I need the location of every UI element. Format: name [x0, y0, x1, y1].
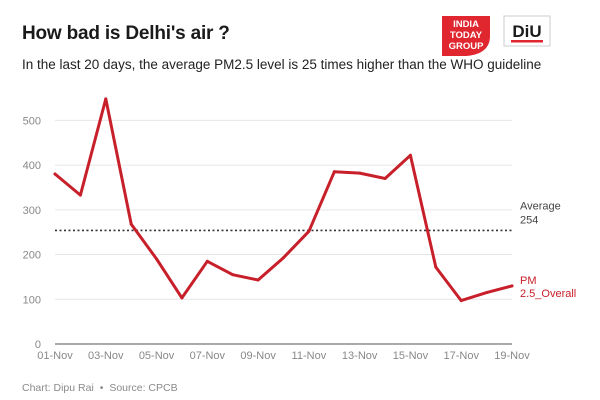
data-point-pm25 — [485, 291, 489, 295]
grid-layer — [55, 119, 512, 345]
logo-diu-text: DiU — [512, 22, 541, 41]
diu-logo: DiU — [503, 15, 551, 47]
x-tick-label: 17-Nov — [443, 350, 479, 362]
logo-itg-line3: GROUP — [449, 41, 485, 52]
x-tick-label: 01-Nov — [37, 350, 73, 362]
data-point-pm25 — [129, 222, 133, 226]
logo-diu-underline — [511, 40, 543, 43]
chart-footer: Chart: Dipu Rai • Source: CPCB — [22, 382, 178, 394]
y-tick-label: 400 — [23, 160, 41, 172]
data-point-pm25 — [408, 153, 412, 157]
chart-source: Source: CPCB — [109, 382, 178, 394]
data-point-pm25 — [155, 257, 159, 261]
data-point-pm25 — [256, 278, 260, 282]
data-point-pm25 — [307, 229, 311, 233]
average-value-label: 254 — [520, 214, 538, 226]
data-point-pm25 — [78, 193, 82, 197]
data-point-pm25 — [459, 299, 463, 303]
data-point-pm25 — [282, 256, 285, 260]
data-point-pm25 — [358, 171, 362, 175]
x-tick-label: 19-Nov — [494, 350, 530, 362]
x-tick-label: 11-Nov — [292, 350, 327, 362]
data-point-pm25 — [104, 97, 108, 101]
y-tick-label: 500 — [23, 115, 41, 127]
x-tick-label: 09-Nov — [240, 350, 276, 362]
data-point-pm25 — [332, 170, 336, 174]
chart-title: How bad is Delhi's air ? — [22, 23, 230, 44]
data-point-pm25 — [53, 172, 57, 176]
x-tick-label: 03-Nov — [88, 350, 124, 362]
series-label: 2.5_Overall — [520, 288, 576, 300]
logo-itg-shape — [442, 16, 490, 56]
y-tick-label: 0 — [35, 339, 41, 351]
data-point-pm25 — [205, 259, 209, 263]
data-point-pm25 — [180, 296, 184, 300]
series-layer — [53, 97, 514, 303]
x-tick-label: 07-Nov — [190, 350, 226, 362]
footer-separator: • — [99, 382, 104, 394]
x-tick-label: 13-Nov — [342, 350, 378, 362]
tick-label-layer: 0 100 200 300 400 500 01-Nov 03-Nov 05-Nov 07-Nov… — [23, 115, 531, 362]
y-tick-label: 100 — [23, 294, 41, 306]
india-today-group-logo: INDIA TODAY GROUP — [442, 16, 490, 56]
data-point-pm25 — [434, 265, 438, 269]
chart-credit: Chart: Dipu Rai — [22, 382, 94, 394]
x-tick-label: 05-Nov — [139, 350, 175, 362]
average-label: Average — [520, 200, 561, 212]
y-tick-label: 200 — [23, 250, 41, 262]
series-label: PM — [520, 275, 537, 287]
series-line-pm25 — [53, 97, 514, 303]
data-point-pm25 — [383, 177, 387, 181]
data-point-pm25 — [231, 273, 235, 277]
x-tick-label: 15-Nov — [393, 350, 429, 362]
data-point-pm25 — [510, 284, 514, 288]
y-tick-label: 300 — [23, 205, 41, 217]
logo-itg-line2: TODAY — [450, 30, 483, 41]
annotation-layer: Average 254 PM2.5_Overall — [520, 200, 576, 299]
chart-subtitle: In the last 20 days, the average PM2.5 l… — [22, 57, 542, 72]
logo-itg-line1: INDIA — [453, 19, 479, 30]
